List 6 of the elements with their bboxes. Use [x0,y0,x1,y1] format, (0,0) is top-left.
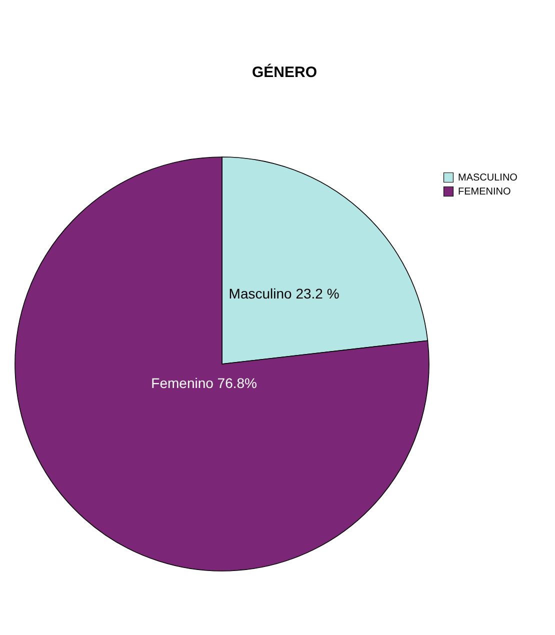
legend-label: FEMENINO [458,186,511,198]
data-label: Femenino 76.8% [151,375,257,392]
data-label: Masculino 23.2 % [228,286,340,302]
pie-slice [14,156,430,572]
legend-label: MASCULINO [458,172,518,184]
chart-title: GÉNERO [252,63,318,81]
